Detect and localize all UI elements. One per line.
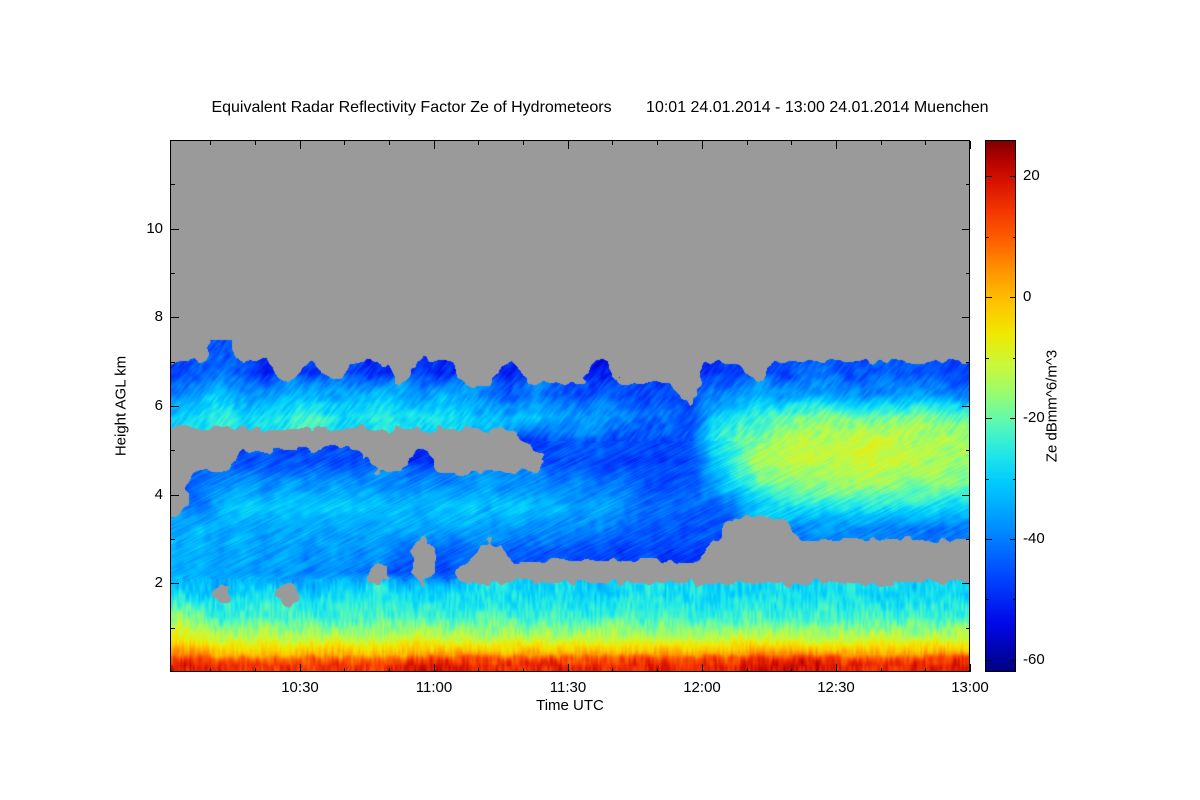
x-tick-label: 12:00 xyxy=(683,679,721,696)
x-tick-label: 13:00 xyxy=(951,679,989,696)
x-tick-label: 11:00 xyxy=(415,679,453,696)
x-axis-label: Time UTC xyxy=(536,697,604,714)
x-major-tick xyxy=(970,141,971,149)
x-tick-label: 12:30 xyxy=(817,679,855,696)
colorbar-tick-label: -20 xyxy=(1023,409,1045,426)
chart-title: Equivalent Radar Reflectivity Factor Ze … xyxy=(0,97,1200,119)
colorbar-tick-label: -60 xyxy=(1023,651,1045,668)
x-tick-label: 10:30 xyxy=(281,679,319,696)
chart-title-period: 10:01 24.01.2014 - 13:00 24.01.2014 Muen… xyxy=(646,99,989,116)
y-tick-label: 2 xyxy=(154,574,163,591)
y-tick-label: 6 xyxy=(154,397,163,414)
y-tick-label: 4 xyxy=(154,486,163,503)
x-major-tick xyxy=(970,664,971,672)
colorbar-canvas xyxy=(985,140,1016,672)
x-tick-label: 11:30 xyxy=(549,679,587,696)
chart-title-text: Equivalent Radar Reflectivity Factor Ze … xyxy=(211,99,612,116)
heatmap-canvas xyxy=(170,140,970,672)
colorbar-tick-label: 20 xyxy=(1023,167,1040,184)
colorbar-axis-label: Ze dBmm^6/m^3 xyxy=(1043,349,1061,463)
colorbar-tick-label: -40 xyxy=(1023,530,1045,547)
y-tick-label: 8 xyxy=(154,308,163,325)
colorbar-tick-label: 0 xyxy=(1023,288,1032,305)
y-tick-label: 10 xyxy=(146,220,163,237)
